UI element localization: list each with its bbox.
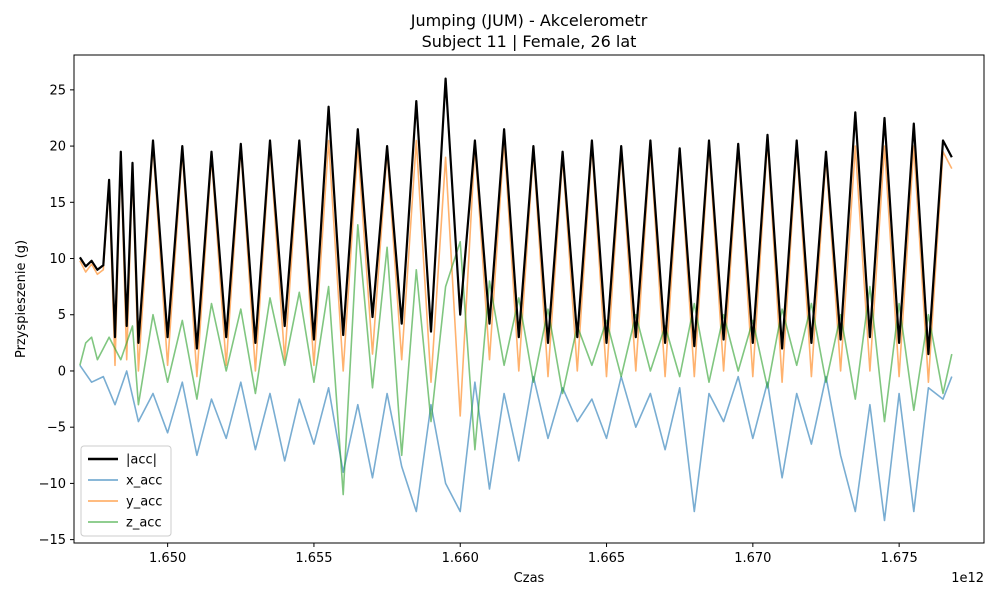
x-offset-label: 1e12 <box>951 571 984 586</box>
y-tick-label: 10 <box>49 252 66 267</box>
x-tick-label: 1.665 <box>588 551 625 566</box>
x-tick-label: 1.650 <box>149 551 186 566</box>
x-axis: 1.650 1.655 1.660 1.665 1.670 1.675 <box>149 543 918 566</box>
legend-label: y_acc <box>126 495 162 510</box>
y-axis-label: Przyspieszenie (g) <box>14 240 29 358</box>
x-tick-label: 1.660 <box>442 551 479 566</box>
y-tick-label: 0 <box>58 364 66 379</box>
plot-frame <box>73 54 985 544</box>
y-tick-label: −5 <box>47 421 66 436</box>
y-tick-label: 25 <box>49 83 66 98</box>
y-tick-label: −10 <box>39 477 66 492</box>
chart-subtitle: Subject 11 | Female, 26 lat <box>422 32 637 51</box>
legend-label: z_acc <box>126 516 162 531</box>
y-axis: −15 −10 −5 0 5 10 15 20 25 <box>39 83 74 548</box>
x-tick-label: 1.670 <box>734 551 771 566</box>
x-tick-label: 1.675 <box>881 551 918 566</box>
legend-box <box>80 445 172 537</box>
legend-label: |acc| <box>126 453 157 468</box>
y-tick-label: 20 <box>49 140 66 155</box>
y-tick-label: −15 <box>39 533 66 548</box>
x-axis-label: Czas <box>514 571 545 586</box>
x-tick-label: 1.655 <box>295 551 332 566</box>
series-layer <box>78 77 953 522</box>
legend: |acc| x_acc y_acc z_acc <box>80 445 172 537</box>
series-line-z_acc <box>79 224 953 496</box>
plot-area <box>78 77 953 522</box>
series-line-acc <box>78 77 953 356</box>
legend-label: x_acc <box>126 474 162 489</box>
chart-title: Jumping (JUM) - Akcelerometr <box>410 11 648 30</box>
y-tick-label: 5 <box>58 308 66 323</box>
y-tick-label: 15 <box>49 196 66 211</box>
series-line-x_acc <box>79 364 953 522</box>
